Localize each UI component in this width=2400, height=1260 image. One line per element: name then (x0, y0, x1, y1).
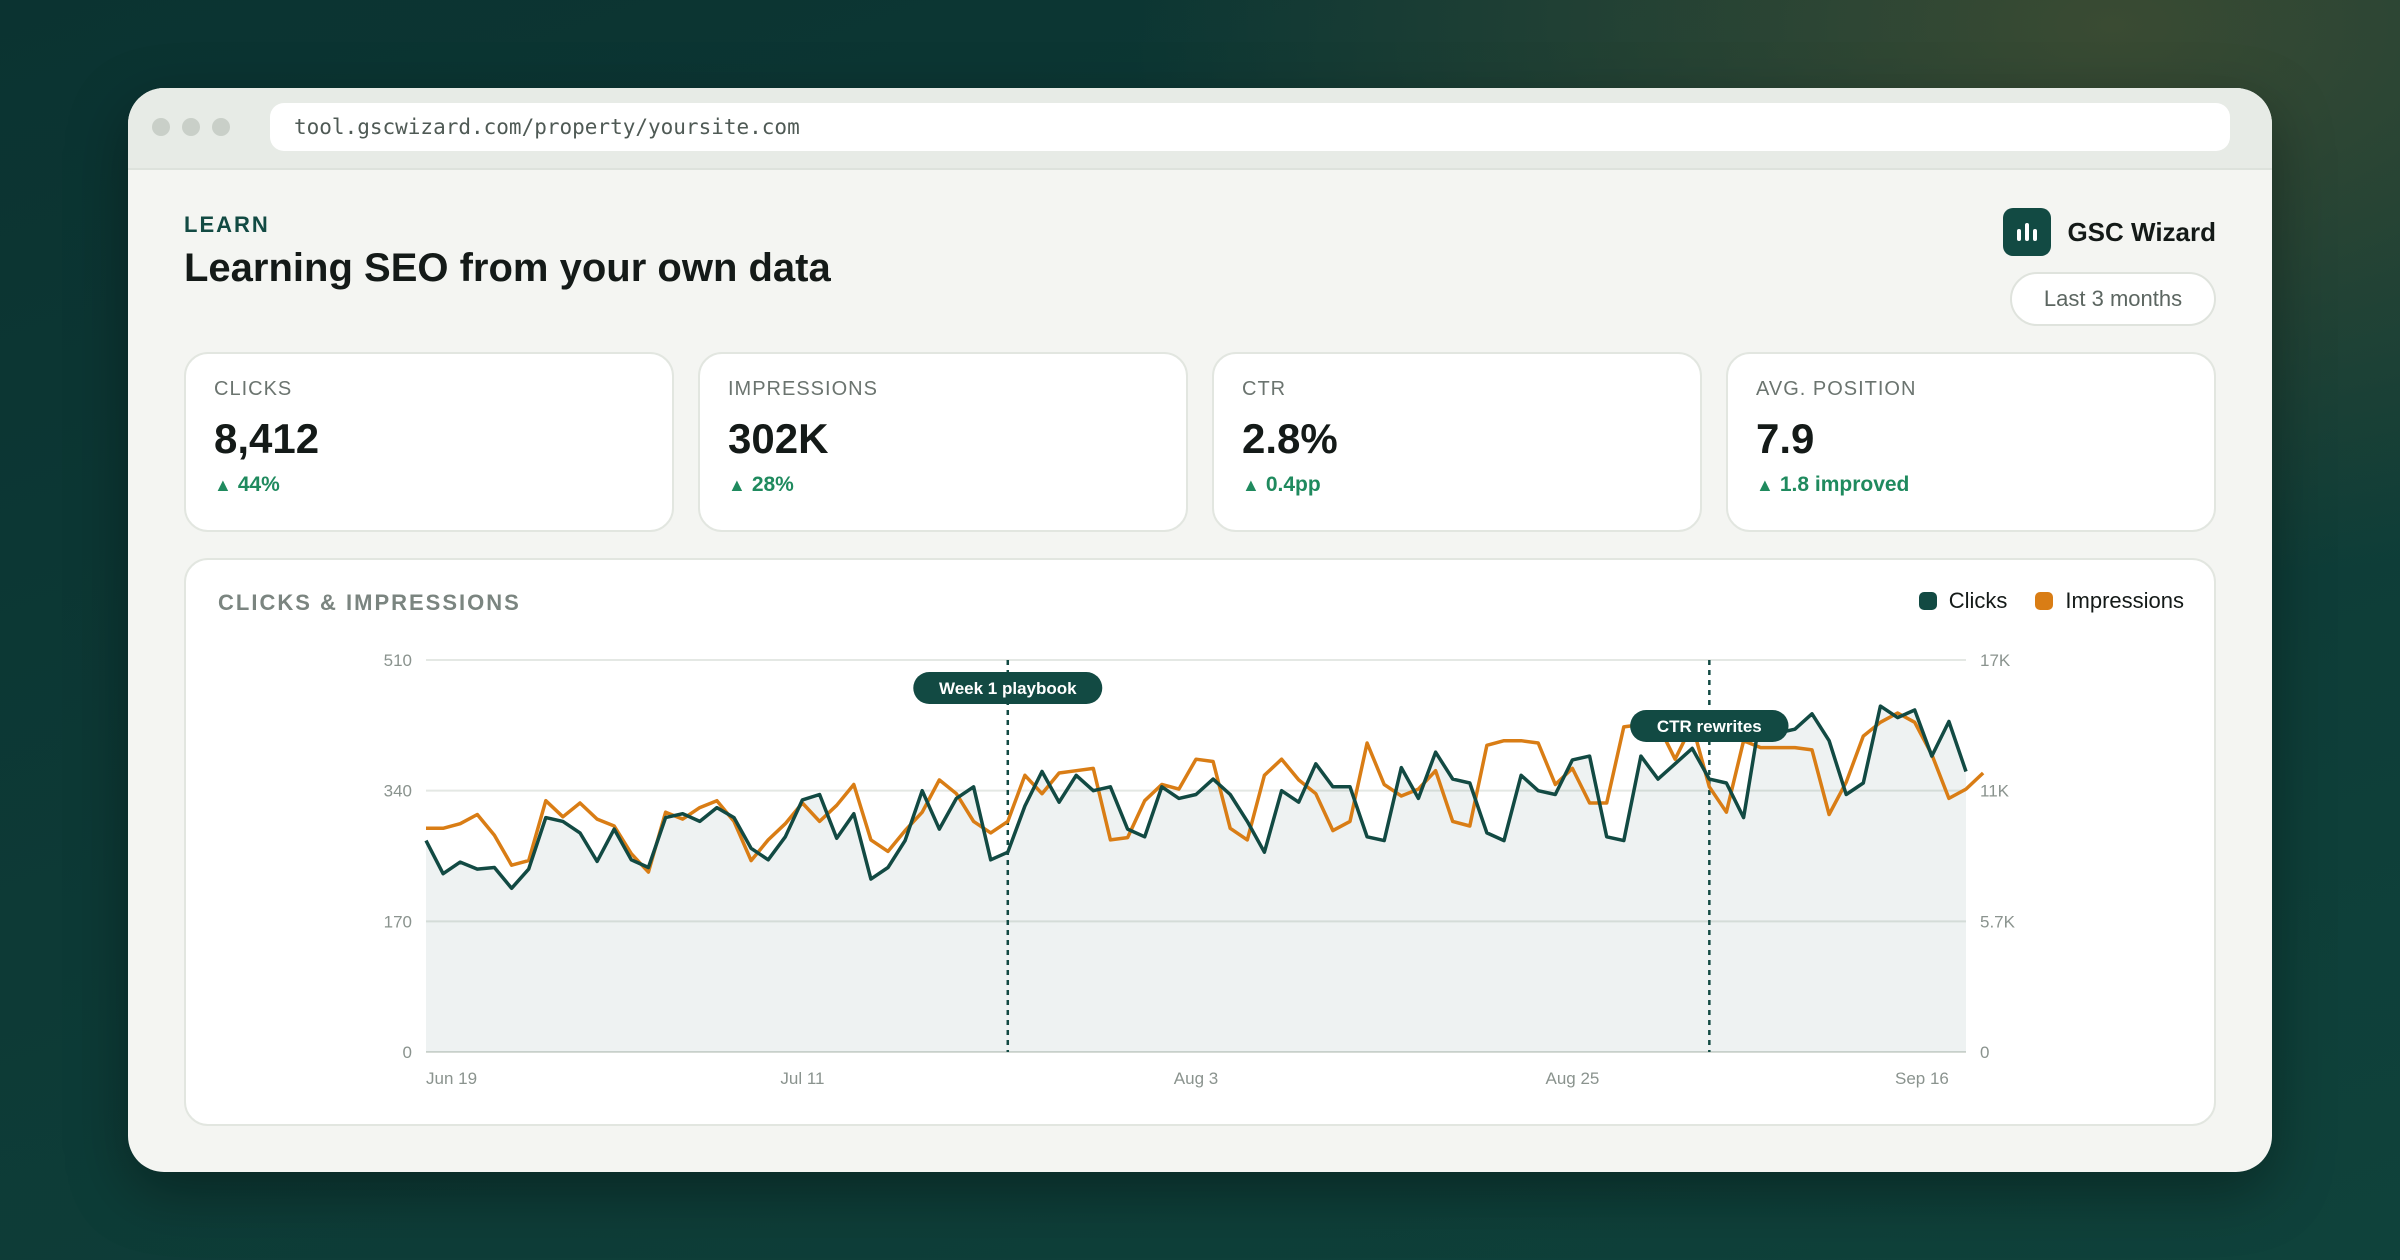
y-tick-label-left: 0 (403, 1043, 412, 1062)
x-tick-label: Jun 19 (426, 1069, 477, 1088)
window-maximize-dot[interactable] (212, 118, 230, 136)
chart-legend: Clicks Impressions (1891, 588, 2184, 614)
annotation-pill (1630, 710, 1789, 742)
kpi-label: IMPRESSIONS (728, 378, 878, 400)
kpi-label: AVG. POSITION (1756, 378, 1917, 400)
legend-item-impressions[interactable]: Impressions (2035, 588, 2184, 614)
legend-swatch-impressions (2035, 592, 2054, 610)
kpi-value: 8,412 (214, 415, 320, 462)
y-tick-label-right: 17K (1980, 651, 2011, 670)
kpi-value: 2.8% (1242, 415, 1338, 462)
kpi-delta-value: 44% (237, 473, 280, 496)
annotation-label: CTR rewrites (1657, 717, 1762, 736)
address-bar[interactable]: tool.gscwizard.com/property/yoursite.com (270, 103, 2230, 151)
clicks-series-line (424, 704, 1968, 891)
annotation-label: Week 1 playbook (939, 679, 1077, 698)
y-tick-label-left: 510 (384, 651, 412, 670)
kpi-card-avg-position: AVG. POSITION 7.9 ▲ 1.8 improved (1726, 352, 2216, 532)
kpi-label: CLICKS (214, 378, 293, 400)
legend-label-impressions: Impressions (2065, 588, 2184, 613)
y-tick-label-left: 170 (384, 912, 412, 931)
kpi-label: CTR (1242, 378, 1287, 400)
kpi-delta: ▲ 44% (214, 473, 644, 497)
bar-chart-icon (2003, 208, 2052, 256)
trend-up-icon: ▲ (1242, 475, 1260, 495)
section-eyebrow: LEARN (184, 212, 270, 237)
chart-title: CLICKS & IMPRESSIONS (218, 590, 521, 615)
browser-titlebar: tool.gscwizard.com/property/yoursite.com (128, 88, 2272, 170)
brand-name: GSC Wizard (2067, 216, 2216, 247)
trend-up-icon: ▲ (214, 475, 232, 495)
kpi-delta-value: 1.8 improved (1779, 473, 1910, 496)
x-tick-label: Jul 11 (780, 1069, 824, 1088)
legend-label-clicks: Clicks (1948, 588, 2008, 613)
window-close-dot[interactable] (152, 118, 170, 136)
y-tick-label-left: 340 (384, 782, 412, 801)
legend-swatch-clicks (1918, 592, 1937, 610)
date-range-button[interactable]: Last 3 months (2010, 272, 2216, 326)
kpi-card-impressions: IMPRESSIONS 302K ▲ 28% (698, 352, 1188, 532)
kpi-delta: ▲ 28% (728, 473, 1158, 497)
y-tick-label-right: 5.7K (1980, 912, 2016, 931)
trend-up-icon: ▲ (728, 475, 746, 495)
x-tick-label: Aug 25 (1545, 1069, 1599, 1088)
y-tick-label-right: 11K (1980, 782, 2010, 801)
kpi-card-ctr: CTR 2.8% ▲ 0.4pp (1212, 352, 1702, 532)
kpi-delta-value: 28% (751, 473, 794, 496)
kpi-delta: ▲ 1.8 improved (1756, 473, 2186, 497)
kpi-delta: ▲ 0.4pp (1242, 473, 1672, 497)
impressions-series-line (426, 711, 1985, 874)
x-tick-label: Sep 16 (1895, 1069, 1949, 1088)
kpi-value: 7.9 (1756, 415, 1815, 462)
kpi-value: 302K (728, 415, 829, 462)
page-title: Learning SEO from your own data (184, 246, 831, 290)
clicks-area (426, 706, 1966, 1052)
kpi-card-clicks: CLICKS 8,412 ▲ 44% (184, 352, 674, 532)
trend-up-icon: ▲ (1756, 475, 1774, 495)
legend-item-clicks[interactable]: Clicks (1918, 588, 2008, 614)
browser-window: tool.gscwizard.com/property/yoursite.com… (128, 88, 2272, 1172)
x-tick-label: Aug 3 (1174, 1069, 1218, 1088)
chart-card: CLICKS & IMPRESSIONS Clicks Impressions … (184, 558, 2216, 1126)
y-tick-label-right: 0 (1980, 1043, 1989, 1062)
kpi-delta-value: 0.4pp (1265, 473, 1321, 496)
line-chart: 0 0 170 5.7K 340 11K 510 17K Week 1 playbook CTR … (384, 651, 2016, 1088)
annotation-pill (913, 672, 1103, 704)
window-minimize-dot[interactable] (182, 118, 200, 136)
brand: GSC Wizard (2003, 208, 2216, 256)
